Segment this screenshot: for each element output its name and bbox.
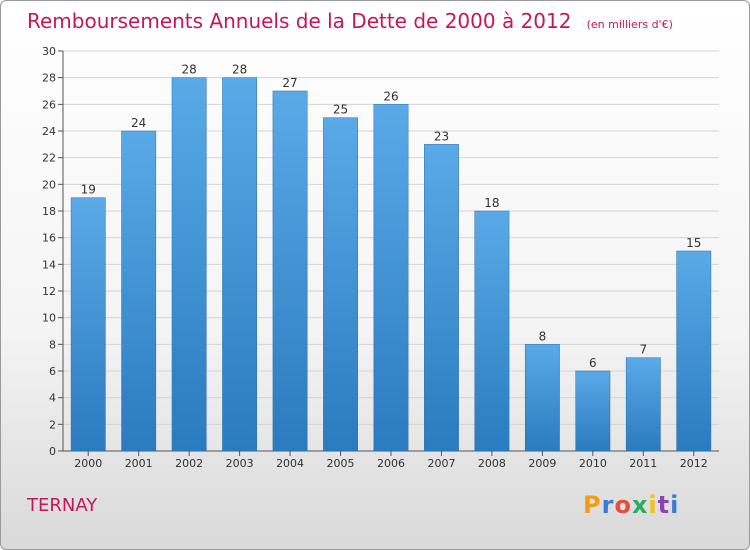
bar (222, 77, 258, 452)
y-tick-label: 24 (42, 125, 56, 138)
x-tick-label: 2010 (579, 457, 607, 470)
x-tick-label: 2012 (680, 457, 708, 470)
y-tick-label: 4 (49, 392, 56, 405)
x-tick-label: 2011 (629, 457, 657, 470)
chart-title: Remboursements Annuels de la Dette de 20… (27, 9, 572, 33)
logo-letter: P (583, 491, 602, 519)
logo-letter: t (657, 491, 671, 519)
x-tick-label: 2003 (226, 457, 254, 470)
y-tick-label: 22 (42, 152, 56, 165)
data-label: 6 (589, 356, 597, 370)
logo-letter: r (601, 491, 615, 519)
bar (524, 344, 560, 452)
x-tick-label: 2005 (327, 457, 355, 470)
data-label: 24 (131, 116, 146, 130)
commune-name: TERNAY (27, 495, 98, 516)
data-label: 18 (484, 196, 499, 210)
data-label: 27 (282, 76, 297, 90)
x-tick-label: 2002 (175, 457, 203, 470)
data-label: 15 (686, 236, 701, 250)
bar (474, 210, 510, 452)
x-tick-label: 2006 (377, 457, 405, 470)
logo-letter: x (631, 491, 649, 519)
y-tick-label: 16 (42, 232, 56, 245)
bar (575, 370, 611, 452)
y-tick-label: 10 (42, 312, 56, 325)
y-tick-label: 0 (49, 445, 56, 458)
data-label: 28 (232, 63, 247, 77)
logo-letter: i (670, 491, 680, 519)
logo-letter: i (648, 491, 658, 519)
x-tick-label: 2008 (478, 457, 506, 470)
bar (625, 357, 661, 452)
bar (70, 197, 106, 452)
x-tick-label: 2001 (125, 457, 153, 470)
data-label: 19 (81, 183, 96, 197)
data-label: 28 (182, 63, 197, 77)
data-label: 7 (639, 343, 647, 357)
y-tick-label: 20 (42, 178, 56, 191)
bar (171, 77, 207, 452)
bar (424, 144, 459, 452)
bar (373, 104, 409, 452)
y-tick-label: 30 (42, 45, 56, 58)
x-tick-label: 2009 (528, 457, 556, 470)
bar (676, 250, 712, 452)
y-tick-label: 8 (49, 338, 56, 351)
data-label: 25 (333, 103, 348, 117)
proxiti-logo: Proxiti (583, 491, 679, 519)
chart-title-block: Remboursements Annuels de la Dette de 20… (27, 9, 673, 33)
data-label: 26 (383, 89, 398, 103)
y-tick-label: 14 (42, 258, 56, 271)
bar (323, 117, 358, 452)
x-tick-label: 2007 (427, 457, 455, 470)
chart-unit: (en milliers d'€) (586, 18, 673, 31)
x-tick-label: 2000 (74, 457, 102, 470)
x-tick-label: 2004 (276, 457, 304, 470)
bar (121, 130, 157, 452)
logo-letter: o (614, 491, 632, 519)
y-tick-label: 6 (49, 365, 56, 378)
y-tick-label: 12 (42, 285, 56, 298)
data-label: 23 (434, 129, 449, 143)
bar (272, 90, 308, 452)
data-label: 8 (539, 329, 547, 343)
y-tick-label: 2 (49, 418, 56, 431)
y-tick-label: 28 (42, 72, 56, 85)
y-tick-label: 26 (42, 98, 56, 111)
y-tick-label: 18 (42, 205, 56, 218)
